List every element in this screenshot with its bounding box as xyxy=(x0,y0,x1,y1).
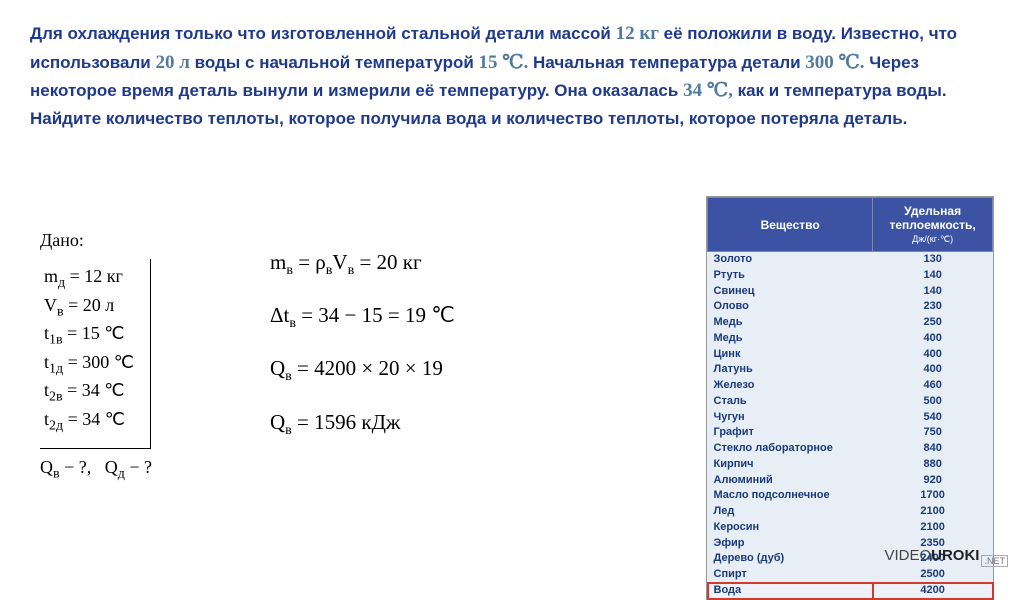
table-row: Алюминий920 xyxy=(708,473,993,489)
table-cell-name: Медь xyxy=(708,331,873,347)
table-row: Лед2100 xyxy=(708,504,993,520)
table-cell-value: 2100 xyxy=(873,520,993,536)
table-cell-value: 500 xyxy=(873,394,993,410)
table-cell-value: 250 xyxy=(873,315,993,331)
given-md: mд = 12 кг xyxy=(44,266,134,292)
table-row: Чугун540 xyxy=(708,410,993,426)
table-cell-name: Чугун xyxy=(708,410,873,426)
eq-4: Qв = 1596 кДж xyxy=(270,410,455,439)
table-cell-value: 540 xyxy=(873,410,993,426)
table-row: Спирт2500 xyxy=(708,567,993,583)
table-cell-value: 130 xyxy=(873,252,993,268)
table-cell-name: Медь xyxy=(708,315,873,331)
given-t1d: t1д = 300 ℃ xyxy=(44,352,134,378)
table-row: Кирпич880 xyxy=(708,457,993,473)
table-cell-value: 400 xyxy=(873,331,993,347)
heat-capacity-table: Вещество Удельная теплоемкость, Дж/(кг·℃… xyxy=(707,197,993,599)
table-cell-name: Цинк xyxy=(708,347,873,363)
table-cell-value: 880 xyxy=(873,457,993,473)
table-row: Ртуть140 xyxy=(708,268,993,284)
table-row: Латунь400 xyxy=(708,362,993,378)
table-cell-name: Ртуть xyxy=(708,268,873,284)
eq-1: mв = ρвVв = 20 кг xyxy=(270,250,455,279)
problem-statement: Для охлаждения только что изготовленной … xyxy=(30,20,994,131)
t2-value: 300 ℃. xyxy=(805,52,864,73)
table-header-heat-text: Удельная теплоемкость, xyxy=(890,204,976,232)
text-a: Для охлаждения только что изготовленной … xyxy=(30,24,616,43)
table-cell-value: 140 xyxy=(873,268,993,284)
table-cell-value: 2100 xyxy=(873,504,993,520)
watermark-net: .NET xyxy=(981,555,1008,567)
given-box: mд = 12 кг Vв = 20 л t1в = 15 ℃ t1д = 30… xyxy=(40,259,151,449)
eq-3: Qв = 4200 × 20 × 19 xyxy=(270,356,455,385)
table-row: Графит750 xyxy=(708,425,993,441)
table-row: Золото130 xyxy=(708,252,993,268)
table-header-substance: Вещество xyxy=(708,198,873,252)
heat-capacity-table-wrap: Вещество Удельная теплоемкость, Дж/(кг·℃… xyxy=(706,196,994,600)
table-cell-value: 840 xyxy=(873,441,993,457)
table-row: Сталь500 xyxy=(708,394,993,410)
text-c: воды с начальной температурой xyxy=(195,53,479,72)
table-row: Медь400 xyxy=(708,331,993,347)
table-row: Вода4200 xyxy=(708,583,993,599)
table-cell-name: Спирт xyxy=(708,567,873,583)
given-t1v: t1в = 15 ℃ xyxy=(44,323,134,349)
table-cell-value: 140 xyxy=(873,284,993,300)
table-cell-value: 230 xyxy=(873,299,993,315)
table-cell-name: Сталь xyxy=(708,394,873,410)
table-header-heat: Удельная теплоемкость, Дж/(кг·℃) xyxy=(873,198,993,252)
given-t2v: t2в = 34 ℃ xyxy=(44,380,134,406)
table-cell-name: Графит xyxy=(708,425,873,441)
table-row: Медь250 xyxy=(708,315,993,331)
given-title: Дано: xyxy=(40,230,152,251)
table-cell-value: 1700 xyxy=(873,488,993,504)
given-vv: Vв = 20 л xyxy=(44,295,134,321)
table-cell-name: Алюминий xyxy=(708,473,873,489)
t1-value: 15 ℃. xyxy=(479,52,529,73)
table-cell-name: Эфир xyxy=(708,536,873,552)
watermark-a: VIDEO xyxy=(884,547,931,564)
solution-equations: mв = ρвVв = 20 кг Δtв = 34 − 15 = 19 ℃ Q… xyxy=(270,250,455,463)
table-row: Стекло лабораторное840 xyxy=(708,441,993,457)
table-cell-name: Золото xyxy=(708,252,873,268)
table-cell-name: Дерево (дуб) xyxy=(708,551,873,567)
table-cell-name: Стекло лабораторное xyxy=(708,441,873,457)
volume-value: 20 л xyxy=(155,52,189,73)
table-row: Керосин2100 xyxy=(708,520,993,536)
table-cell-name: Железо xyxy=(708,378,873,394)
mass-value: 12 кг xyxy=(616,23,659,44)
given-section: Дано: mд = 12 кг Vв = 20 л t1в = 15 ℃ t1… xyxy=(40,230,152,482)
text-d: Начальная температура детали xyxy=(533,53,805,72)
table-cell-value: 400 xyxy=(873,362,993,378)
given-find: Qв − ?, Qд − ? xyxy=(40,457,152,483)
table-row: Масло подсолнечное1700 xyxy=(708,488,993,504)
table-cell-value: 750 xyxy=(873,425,993,441)
table-header-heat-unit: Дж/(кг·℃) xyxy=(877,234,988,245)
table-cell-value: 460 xyxy=(873,378,993,394)
table-row: Железо460 xyxy=(708,378,993,394)
watermark: VIDEOUROKI.NET xyxy=(884,547,1008,566)
table-cell-name: Масло подсолнечное xyxy=(708,488,873,504)
table-cell-name: Лед xyxy=(708,504,873,520)
eq-2: Δtв = 34 − 15 = 19 ℃ xyxy=(270,303,455,332)
table-cell-name: Латунь xyxy=(708,362,873,378)
table-cell-value: 400 xyxy=(873,347,993,363)
table-cell-value: 2500 xyxy=(873,567,993,583)
table-cell-value: 4200 xyxy=(873,583,993,599)
table-cell-name: Керосин xyxy=(708,520,873,536)
t3-value: 34 ℃, xyxy=(683,80,733,101)
watermark-b: UROKI xyxy=(931,547,979,564)
table-cell-name: Вода xyxy=(708,583,873,599)
table-row: Олово230 xyxy=(708,299,993,315)
table-row: Цинк400 xyxy=(708,347,993,363)
given-t2d: t2д = 34 ℃ xyxy=(44,409,134,435)
table-cell-value: 920 xyxy=(873,473,993,489)
table-cell-name: Олово xyxy=(708,299,873,315)
table-cell-name: Свинец xyxy=(708,284,873,300)
table-cell-name: Кирпич xyxy=(708,457,873,473)
table-row: Свинец140 xyxy=(708,284,993,300)
